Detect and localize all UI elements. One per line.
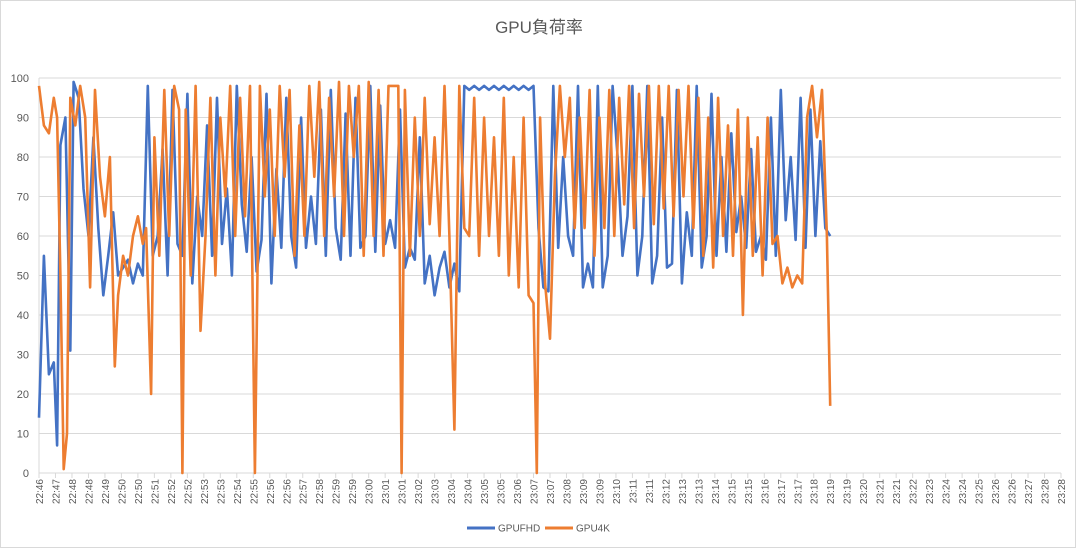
x-tick-label: 23:11 xyxy=(628,479,639,504)
x-tick-label: 23:19 xyxy=(826,479,837,504)
x-tick-label: 23:09 xyxy=(595,479,606,504)
y-axis-ticks: 0 10 20 30 40 50 60 70 80 90 100 xyxy=(11,73,29,480)
legend-label-gpu4k: GPU4K xyxy=(576,524,610,535)
x-tick-label: 23:02 xyxy=(414,479,425,504)
x-tick-label: 23:01 xyxy=(398,479,409,504)
x-tick-label: 23:17 xyxy=(793,479,804,504)
x-tick-label: 22:47 xyxy=(51,479,62,504)
y-tick-label: 60 xyxy=(17,231,29,243)
x-tick-label: 23:13 xyxy=(694,479,705,504)
x-tick-label: 23:14 xyxy=(711,479,722,504)
x-tick-label: 23:12 xyxy=(661,479,672,504)
y-tick-label: 50 xyxy=(17,271,29,283)
series-line-gpu4k xyxy=(37,80,832,475)
x-tick-label: 23:16 xyxy=(760,479,771,504)
x-tick-label: 23:21 xyxy=(876,479,887,504)
x-tick-label: 23:24 xyxy=(958,479,969,504)
x-tick-label: 22:48 xyxy=(68,479,79,504)
x-tick-label: 22:59 xyxy=(348,479,359,504)
chart-title: GPU負荷率 xyxy=(495,18,583,37)
y-tick-label: 20 xyxy=(17,389,29,401)
x-tick-label: 23:28 xyxy=(1057,479,1068,504)
x-tick-label: 22:55 xyxy=(249,479,260,504)
x-tick-label: 23:17 xyxy=(777,479,788,504)
x-tick-label: 22:52 xyxy=(167,479,178,504)
x-tick-label: 22:58 xyxy=(315,479,326,504)
x-tick-label: 23:10 xyxy=(612,479,623,504)
x-tick-label: 23:15 xyxy=(727,479,738,504)
legend-label-gpufhd: GPUFHD xyxy=(498,524,540,535)
y-tick-label: 90 xyxy=(17,113,29,125)
x-tick-label: 23:05 xyxy=(497,479,508,504)
x-tick-label: 22:49 xyxy=(101,479,112,504)
x-tick-label: 23:23 xyxy=(925,479,936,504)
x-axis-ticks: 22:46 22:47 22:48 22:48 22:49 22:50 22:50 22:51… xyxy=(35,473,1068,504)
x-tick-label: 23:01 xyxy=(381,479,392,504)
x-tick-label: 22:48 xyxy=(84,479,95,504)
x-tick-label: 23:24 xyxy=(942,479,953,504)
x-tick-label: 23:05 xyxy=(480,479,491,504)
x-tick-label: 23:11 xyxy=(645,479,656,504)
x-tick-label: 23:28 xyxy=(1041,479,1052,504)
x-tick-label: 22:50 xyxy=(134,479,145,504)
x-tick-label: 23:04 xyxy=(464,479,475,504)
x-tick-label: 23:22 xyxy=(909,479,920,504)
x-tick-label: 23:27 xyxy=(1024,479,1035,504)
x-tick-label: 22:50 xyxy=(117,479,128,504)
y-tick-label: 10 xyxy=(17,429,29,441)
legend: GPUFHD GPU4K xyxy=(467,524,610,535)
x-tick-label: 22:53 xyxy=(216,479,227,504)
x-tick-label: 23:03 xyxy=(431,479,442,504)
x-tick-label: 23:08 xyxy=(562,479,573,504)
x-tick-label: 23:07 xyxy=(546,479,557,504)
x-tick-label: 23:13 xyxy=(678,479,689,504)
series-lines xyxy=(37,80,832,475)
y-tick-label: 100 xyxy=(11,73,29,85)
y-tick-label: 70 xyxy=(17,192,29,204)
x-tick-label: 23:26 xyxy=(991,479,1002,504)
x-tick-label: 23:25 xyxy=(975,479,986,504)
x-tick-label: 23:26 xyxy=(1008,479,1019,504)
x-tick-label: 23:07 xyxy=(530,479,541,504)
x-tick-label: 22:51 xyxy=(150,479,161,504)
x-tick-label: 23:20 xyxy=(859,479,870,504)
y-tick-label: 80 xyxy=(17,152,29,164)
x-tick-label: 23:09 xyxy=(579,479,590,504)
x-tick-label: 23:00 xyxy=(365,479,376,504)
x-tick-label: 22:46 xyxy=(35,479,46,504)
x-tick-label: 22:53 xyxy=(200,479,211,504)
y-tick-label: 30 xyxy=(17,350,29,362)
x-tick-label: 22:59 xyxy=(332,479,343,504)
x-tick-label: 23:18 xyxy=(810,479,821,504)
x-tick-label: 22:56 xyxy=(282,479,293,504)
x-tick-label: 23:04 xyxy=(447,479,458,504)
x-tick-label: 23:19 xyxy=(843,479,854,504)
x-tick-label: 23:21 xyxy=(892,479,903,504)
x-tick-label: 22:56 xyxy=(266,479,277,504)
y-tick-label: 40 xyxy=(17,310,29,322)
x-tick-label: 22:54 xyxy=(233,479,244,504)
x-tick-label: 22:52 xyxy=(183,479,194,504)
x-tick-label: 23:06 xyxy=(513,479,524,504)
y-tick-label: 0 xyxy=(23,468,29,480)
x-tick-label: 23:15 xyxy=(744,479,755,504)
x-tick-label: 22:57 xyxy=(299,479,310,504)
